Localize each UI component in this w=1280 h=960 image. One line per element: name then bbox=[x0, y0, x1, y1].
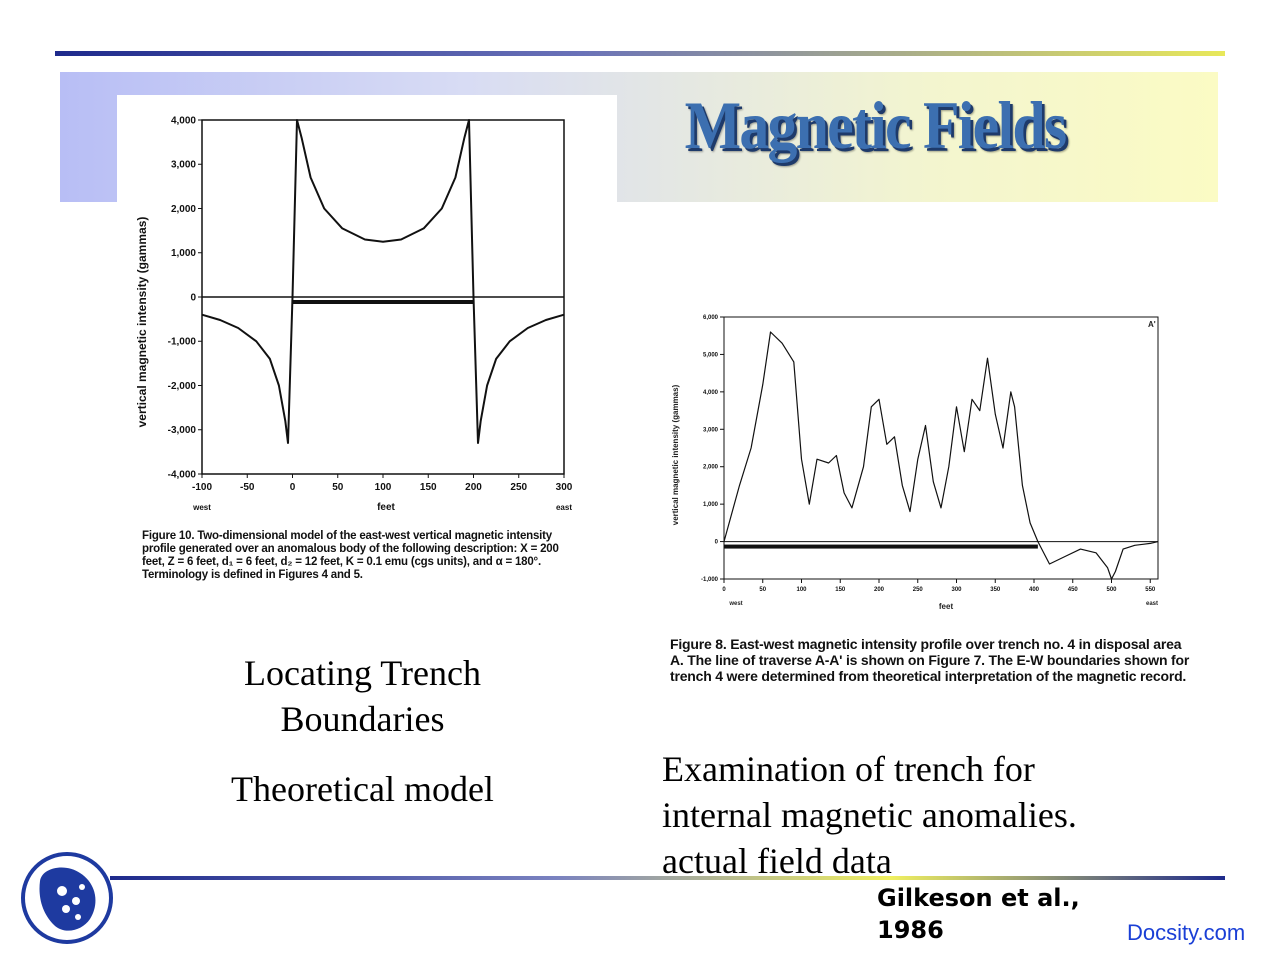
y-tick-label: 2,000 bbox=[703, 465, 719, 471]
y-tick-label: -1,000 bbox=[701, 577, 719, 583]
x-west-label: west bbox=[728, 601, 742, 607]
top-rule bbox=[55, 51, 1225, 56]
series-line bbox=[201, 119, 565, 444]
y-tick-label: 1,000 bbox=[703, 502, 719, 508]
corner-label: A' bbox=[1148, 320, 1156, 329]
x-tick-label: -100 bbox=[192, 482, 212, 493]
citation-line2: 1986 bbox=[877, 916, 944, 944]
y-tick-label: 3,000 bbox=[703, 427, 719, 433]
x-tick-label: 350 bbox=[990, 587, 1001, 593]
x-tick-label: 100 bbox=[375, 482, 392, 493]
y-tick-label: 4,000 bbox=[171, 115, 196, 126]
x-tick-label: 0 bbox=[290, 482, 296, 493]
x-tick-label: -50 bbox=[240, 482, 255, 493]
y-tick-label: 3,000 bbox=[171, 160, 196, 171]
plot-frame bbox=[723, 316, 1159, 580]
left-caption-line2: Boundaries bbox=[280, 699, 445, 739]
x-tick-label: 200 bbox=[465, 482, 482, 493]
y-tick-label: -3,000 bbox=[168, 425, 197, 436]
y-tick-label: 0 bbox=[715, 540, 719, 546]
y-axis-label: vertical magnetic intensity (gammas) bbox=[135, 217, 149, 428]
left-caption-line1: Locating Trench bbox=[244, 653, 481, 693]
x-tick-label: 300 bbox=[951, 587, 962, 593]
citation: Gilkeson et al., 1986 bbox=[877, 882, 1080, 946]
x-tick-label: 500 bbox=[1106, 587, 1117, 593]
y-tick-label: -4,000 bbox=[168, 469, 197, 480]
left-caption: Locating Trench Boundaries bbox=[180, 650, 545, 742]
x-tick-label: 450 bbox=[1068, 587, 1079, 593]
x-tick-label: 550 bbox=[1145, 587, 1156, 593]
right-caption-line1: Examination of trench for bbox=[662, 749, 1035, 789]
y-tick-label: 6,000 bbox=[703, 315, 719, 321]
x-tick-label: 300 bbox=[556, 482, 573, 493]
slide-title: Magnetic Fields bbox=[684, 87, 1068, 163]
x-tick-label: 250 bbox=[913, 587, 924, 593]
y-tick-label: 2,000 bbox=[171, 204, 196, 215]
series-line bbox=[1037, 541, 1159, 580]
y-tick-label: 1,000 bbox=[171, 248, 196, 259]
x-tick-label: 0 bbox=[722, 587, 726, 593]
series-line bbox=[723, 331, 1039, 542]
y-axis-label: vertical magnetic intensity (gammas) bbox=[671, 384, 680, 525]
y-tick-label: 4,000 bbox=[703, 390, 719, 396]
figure-8-caption: Figure 8. East-west magnetic intensity p… bbox=[670, 636, 1190, 684]
x-east-label: east bbox=[1146, 601, 1158, 607]
anomalous-body bbox=[724, 544, 1038, 549]
x-east-label: east bbox=[556, 503, 572, 512]
theoretical-model-chart: 4,000 3,000 2,000 1,000 0 -1,000 -2,000 -3,000 -… bbox=[135, 115, 573, 513]
x-tick-label: 50 bbox=[332, 482, 344, 493]
x-tick-label: 400 bbox=[1029, 587, 1040, 593]
figure-10-caption: Figure 10. Two-dimensional model of the … bbox=[142, 530, 559, 581]
left-subcaption: Theoretical model bbox=[231, 769, 494, 809]
right-caption-line2: internal magnetic anomalies. bbox=[662, 795, 1077, 835]
x-axis-label: feet bbox=[939, 602, 954, 611]
y-tick-label: -2,000 bbox=[168, 381, 197, 392]
x-tick-label: 250 bbox=[510, 482, 527, 493]
right-caption-line3: actual field data bbox=[662, 841, 892, 881]
x-west-label: west bbox=[192, 503, 211, 512]
x-tick-label: 100 bbox=[796, 587, 807, 593]
x-tick-label: 200 bbox=[874, 587, 885, 593]
x-axis-label: feet bbox=[377, 502, 395, 513]
docsity-link[interactable]: Docsity.com bbox=[1127, 920, 1246, 945]
y-tick-label: 5,000 bbox=[703, 352, 719, 358]
x-tick-label: 50 bbox=[759, 587, 766, 593]
citation-line1: Gilkeson et al., bbox=[877, 884, 1080, 912]
y-tick-label: -1,000 bbox=[168, 337, 197, 348]
figure-10-panel bbox=[117, 95, 617, 635]
right-caption: Examination of trench for internal magne… bbox=[662, 746, 1182, 884]
y-tick-label: 0 bbox=[190, 292, 196, 303]
bottom-rule bbox=[110, 876, 1225, 880]
x-tick-label: 150 bbox=[420, 482, 437, 493]
x-tick-label: 150 bbox=[835, 587, 846, 593]
anomalous-body bbox=[292, 300, 474, 304]
docsity-logo-icon bbox=[21, 852, 113, 944]
